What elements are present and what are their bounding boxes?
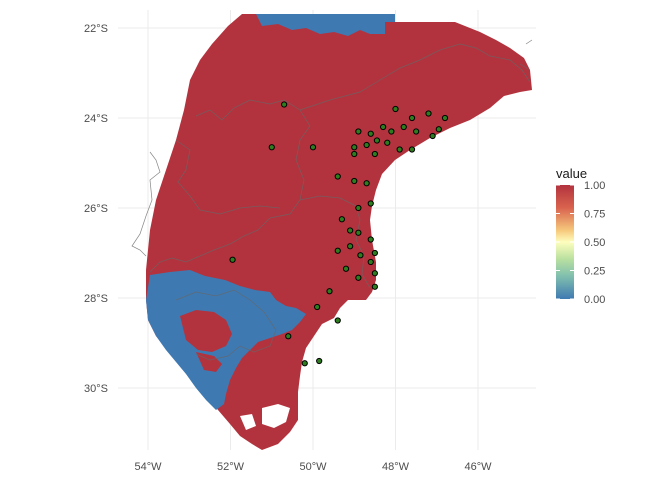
occurrence-point [429, 132, 436, 140]
occurrence-point [351, 177, 358, 185]
occurrence-point [367, 236, 374, 243]
boundary-lines [131, 39, 533, 361]
state-boundary [149, 99, 311, 273]
occurrence-point [363, 180, 370, 187]
occurrence-point [338, 216, 345, 223]
occurrence-point [373, 137, 381, 144]
occurrence-point [384, 139, 391, 146]
occurrence-point [229, 256, 236, 263]
legend-tick-label: 1.00 [584, 180, 605, 192]
legend-tick-label: 0.75 [584, 209, 605, 221]
occurrence-point [388, 128, 395, 135]
occurrence-point [316, 357, 323, 365]
legend-tick-label: 0.25 [584, 266, 605, 278]
legend: value 1.00 0.75 0.50 0.25 0.00 [556, 166, 605, 306]
occurrence-point [355, 229, 362, 236]
occurrence-point [268, 144, 275, 151]
occurrence-point [301, 360, 308, 367]
raster-gap [240, 414, 256, 430]
legend-tick-label: 0.50 [584, 237, 605, 249]
occurrence-point [351, 144, 358, 151]
x-axis-ticks: 54°W 52°W 50°W 48°W 46°W [134, 461, 492, 473]
occurrence-point [281, 101, 288, 108]
y-axis-ticks: 22°S 24°S 26°S 28°S 30°S [84, 23, 108, 395]
state-boundary [299, 195, 371, 289]
raster-layer [146, 14, 532, 450]
occurrence-point [441, 114, 449, 122]
state-boundary [299, 43, 531, 111]
occurrence-point [355, 274, 362, 281]
occurrence-point [355, 204, 362, 212]
occurrence-point [334, 317, 341, 324]
occurrence-point [392, 105, 399, 113]
occurrence-point [357, 252, 364, 259]
occurrence-point [396, 146, 403, 153]
x-tick-label: 54°W [134, 461, 162, 473]
occurrence-point [314, 303, 321, 311]
occurrence-point [367, 200, 374, 207]
occurrence-point [408, 146, 416, 153]
occurrence-point [408, 114, 416, 122]
occurrence-point [367, 258, 374, 266]
raster-high-patch [180, 310, 232, 352]
raster-gap [262, 404, 290, 428]
state-boundary [175, 139, 281, 215]
occurrence-point [363, 141, 370, 149]
occurrence-point [342, 265, 350, 272]
y-tick-label: 22°S [84, 23, 108, 35]
x-tick-label: 48°W [382, 461, 410, 473]
occurrence-point [351, 150, 358, 158]
state-boundary [519, 39, 533, 71]
occurrence-point [347, 227, 354, 234]
y-tick-label: 26°S [84, 203, 108, 215]
y-tick-label: 28°S [84, 293, 108, 305]
x-tick-label: 50°W [299, 461, 327, 473]
coastline [131, 151, 161, 257]
occurrence-point [334, 173, 341, 180]
occurrence-point [371, 270, 378, 277]
x-tick-label: 52°W [217, 461, 245, 473]
occurrence-point [355, 128, 362, 135]
occurrence-points [229, 101, 449, 367]
occurrence-point [326, 288, 333, 295]
raster-low-north [256, 14, 395, 36]
occurrence-point [400, 123, 407, 131]
occurrence-point [285, 333, 292, 340]
legend-colorbar [556, 185, 574, 299]
occurrence-point [371, 150, 378, 158]
occurrence-point [371, 283, 378, 290]
occurrence-point [334, 247, 341, 254]
occurrence-point [425, 110, 432, 117]
occurrence-point [367, 130, 374, 137]
y-tick-label: 24°S [84, 113, 108, 125]
occurrence-point [413, 128, 420, 135]
y-tick-label: 30°S [84, 383, 108, 395]
state-boundary [175, 289, 277, 361]
x-tick-label: 46°W [464, 461, 492, 473]
legend-tick-label: 0.00 [584, 294, 605, 306]
occurrence-point [371, 249, 378, 257]
occurrence-point [380, 123, 387, 131]
legend-title: value [556, 166, 587, 181]
occurrence-point [347, 243, 354, 250]
occurrence-point [309, 144, 317, 151]
occurrence-point [435, 126, 442, 133]
legend-ticks: 1.00 0.75 0.50 0.25 0.00 [556, 180, 605, 306]
